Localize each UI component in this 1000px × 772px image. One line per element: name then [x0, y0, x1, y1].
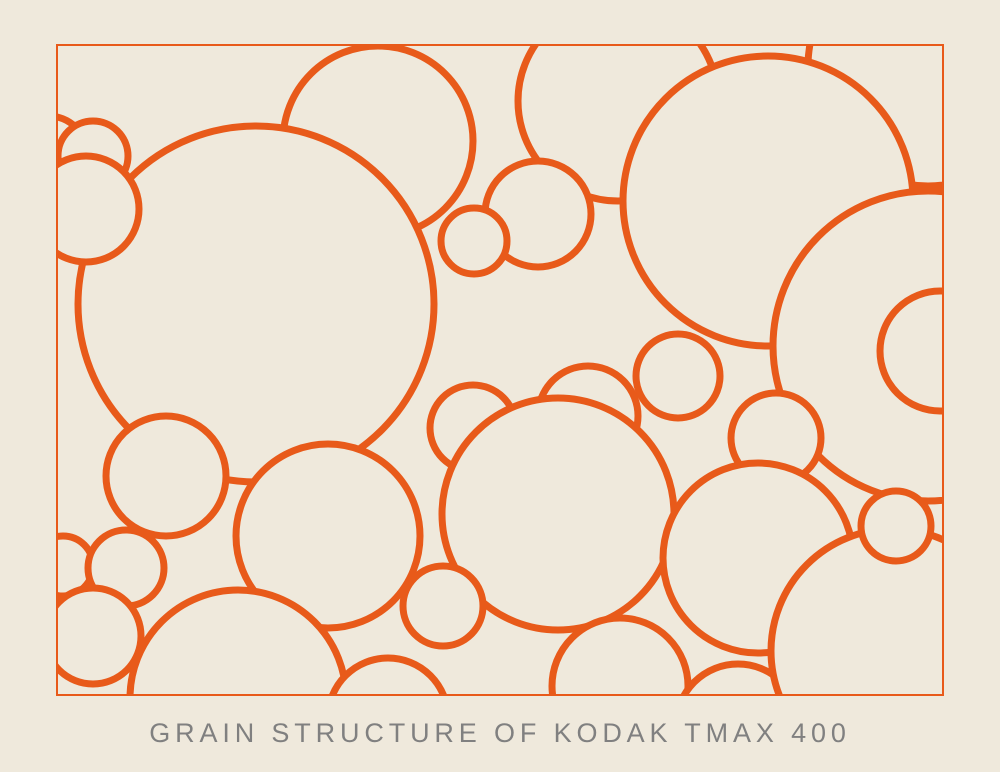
grain-circle: [636, 334, 720, 418]
grain-circles-svg: [58, 46, 942, 694]
grain-circle: [861, 491, 931, 561]
figure-caption: GRAIN STRUCTURE OF KODAK TMAX 400: [0, 718, 1000, 749]
grain-circle: [58, 156, 139, 262]
grain-circle: [441, 208, 507, 274]
grain-circle: [328, 658, 448, 694]
grain-circle: [106, 416, 226, 536]
figure-frame: [56, 44, 944, 696]
grain-circle: [58, 588, 141, 684]
grain-circle: [403, 566, 483, 646]
figure-wrap: GRAIN STRUCTURE OF KODAK TMAX 400: [0, 0, 1000, 772]
